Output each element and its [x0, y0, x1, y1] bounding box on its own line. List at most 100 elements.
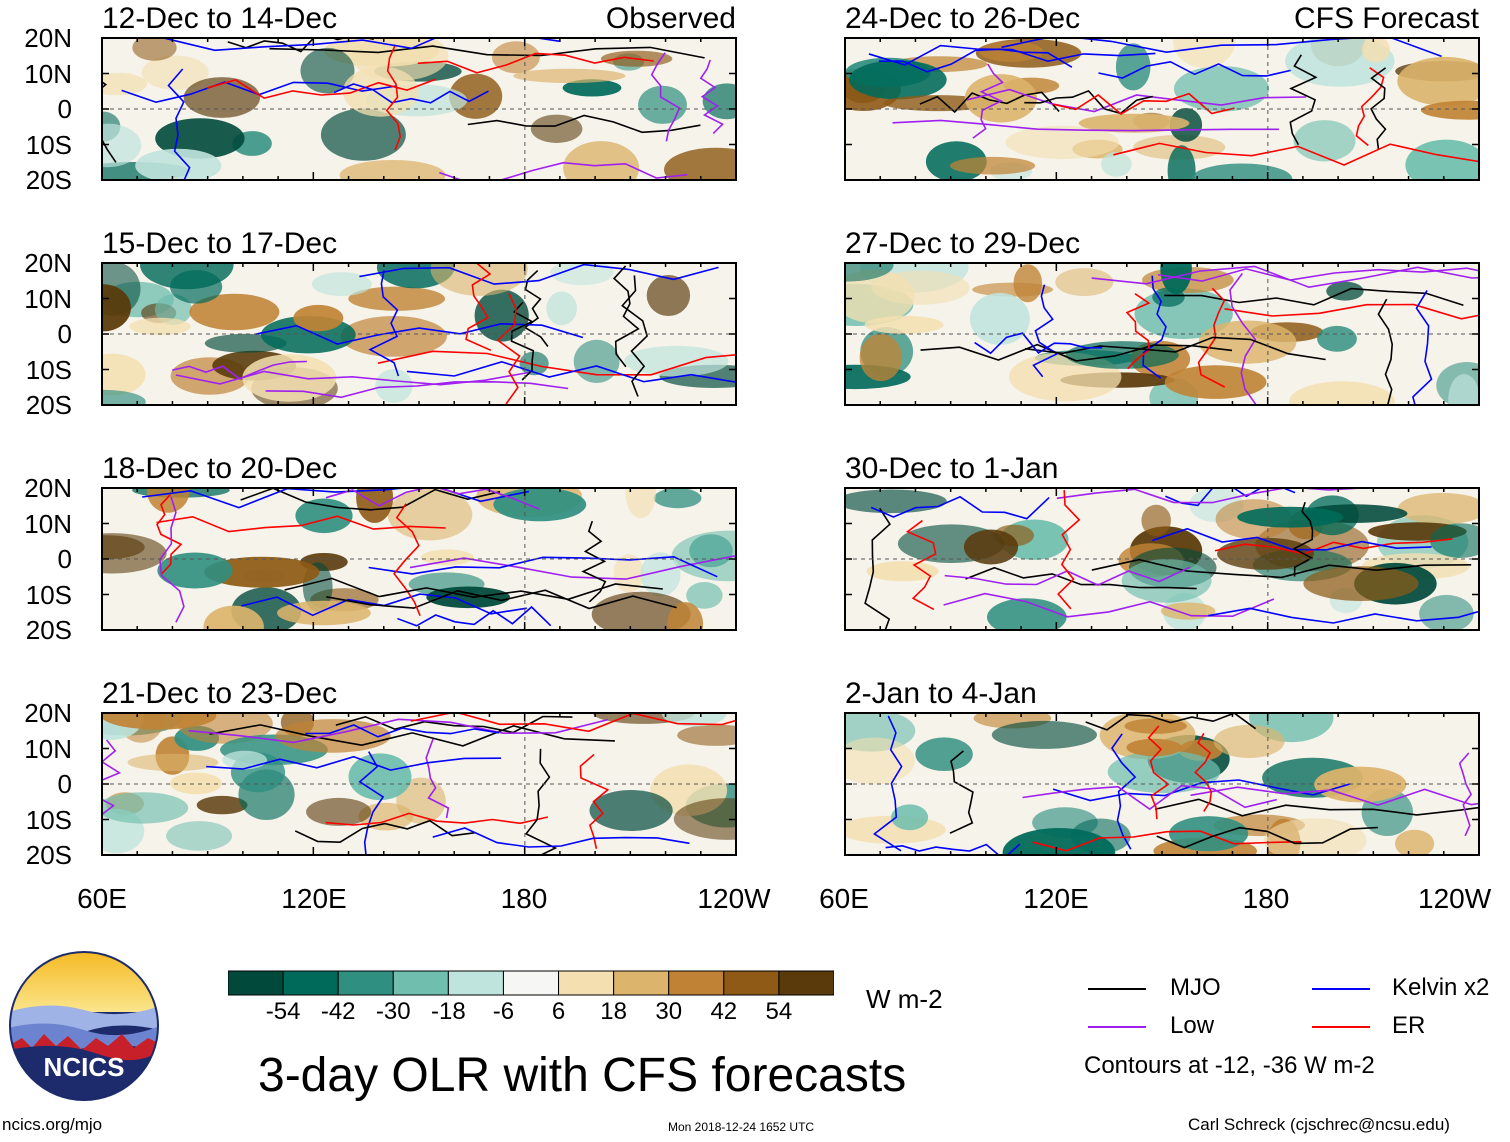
olr-anomaly-region	[1420, 100, 1479, 120]
contour-line	[409, 555, 736, 580]
olr-anomaly-region	[170, 270, 223, 304]
olr-anomaly-region	[102, 533, 167, 574]
contour-line	[255, 322, 584, 345]
contour-line	[359, 263, 719, 285]
olr-anomaly-region	[127, 753, 219, 772]
colorbar-tick-label: -42	[320, 998, 356, 1025]
contour-line	[1190, 786, 1479, 806]
olr-anomaly-region	[1002, 828, 1116, 855]
olr-anomaly-region	[1141, 504, 1171, 537]
olr-anomaly-region	[987, 598, 1067, 630]
contour-line	[873, 715, 903, 852]
olr-anomaly-region	[1419, 594, 1474, 630]
ncics-logo[interactable]: NCICS	[8, 950, 160, 1102]
olr-anomaly-region	[102, 792, 189, 824]
olr-anomaly-region	[492, 41, 540, 74]
colorbar-tick-label: 54	[765, 998, 793, 1025]
contour-line	[1152, 527, 1432, 551]
column-header: CFS Forecast	[1293, 2, 1479, 35]
olr-anomaly-region	[613, 554, 644, 593]
contour-line	[265, 380, 569, 399]
legend-label-low: Low	[1170, 1012, 1215, 1039]
olr-anomaly-region	[387, 488, 473, 541]
contour-line	[467, 114, 701, 134]
olr-anomaly-region	[1237, 506, 1344, 528]
lat-tick-label: 10S	[25, 354, 72, 385]
column-header: Observed	[605, 2, 736, 35]
colorbar-swatch	[723, 970, 780, 996]
olr-anomaly-region	[513, 68, 626, 83]
olr-anomaly-region	[339, 160, 446, 180]
olr-anomaly-region	[1160, 263, 1192, 295]
contour-line	[1229, 272, 1258, 405]
lat-tick-label: 10S	[25, 129, 72, 160]
lat-tick-label: 20N	[24, 473, 72, 503]
contour-line	[1125, 293, 1151, 370]
olr-anomaly-region	[638, 85, 687, 124]
olr-anomaly-region	[1213, 724, 1285, 758]
colorbar-tick-label: 42	[710, 998, 738, 1025]
contour-line	[1022, 784, 1277, 811]
olr-anomaly-region	[1107, 750, 1221, 794]
colorbar-swatch	[228, 970, 284, 996]
colorbar-swatches	[228, 970, 834, 996]
contour-line	[1057, 490, 1081, 610]
colorbar-tick-label: -54	[265, 998, 301, 1025]
olr-anomaly-region	[132, 38, 177, 61]
panel-title: 12-Dec to 14-Dec	[102, 2, 338, 35]
olr-anomaly-region	[1430, 523, 1479, 558]
contour-line	[206, 755, 502, 771]
panel-title: 21-Dec to 23-Dec	[102, 677, 338, 710]
olr-anomaly-region	[1126, 738, 1182, 757]
lon-tick-120e-right: 120E	[1023, 883, 1089, 914]
panel-title: 18-Dec to 20-Dec	[102, 452, 338, 485]
olr-anomaly-region	[1055, 268, 1114, 297]
map-panel	[844, 487, 1480, 631]
lon-tick-180-left: 180	[500, 883, 548, 914]
map-panel	[844, 262, 1480, 406]
contour-line	[294, 819, 475, 844]
olr-anomaly-region	[311, 272, 372, 297]
olr-anomaly-region	[653, 488, 702, 509]
contour-line	[1142, 275, 1167, 379]
contour-line	[510, 301, 535, 381]
olr-anomaly-region	[1317, 325, 1357, 352]
olr-anomaly-region	[295, 498, 353, 534]
contour-line	[1412, 290, 1433, 405]
olr-anomaly-region	[979, 41, 1043, 62]
contour-line	[1147, 725, 1170, 820]
lat-tick-label: 10S	[25, 579, 72, 610]
colorbar-swatch	[337, 970, 394, 996]
olr-anomaly-region	[157, 552, 233, 589]
olr-anomaly-region	[1078, 113, 1190, 133]
contour-line	[1224, 303, 1479, 320]
panel-title: 27-Dec to 29-Dec	[845, 227, 1081, 260]
contour-line	[325, 812, 549, 826]
lon-tick-120w-right: 120W	[1418, 883, 1492, 914]
olr-anomaly-region	[859, 334, 902, 381]
olr-anomaly-region	[293, 304, 344, 332]
olr-anomaly-region	[625, 488, 656, 519]
olr-anomaly-region	[866, 561, 939, 582]
footer-url[interactable]: ncics.org/mjo	[2, 1115, 103, 1134]
contour-line	[206, 78, 436, 100]
lat-tick-label: 0	[57, 544, 72, 574]
olr-anomaly-region	[972, 282, 1053, 297]
map-panel	[101, 712, 737, 856]
contour-line	[227, 38, 374, 53]
contour-line	[1154, 798, 1479, 817]
olr-anomaly-region	[1361, 38, 1390, 63]
olr-anomaly-region	[991, 720, 1097, 749]
olr-anomaly-region	[146, 488, 190, 513]
olr-anomaly-region	[1263, 818, 1367, 855]
olr-anomaly-region	[340, 316, 447, 357]
footer-timestamp: Mon 2018-12-24 1652 UTC	[668, 1120, 815, 1134]
contour-line	[240, 488, 501, 511]
contour-line	[325, 488, 540, 510]
olr-anomaly-region	[320, 108, 406, 161]
contour-line	[142, 488, 530, 509]
contour-line	[524, 748, 558, 855]
map-panel	[101, 487, 737, 631]
colorbar-swatch	[502, 970, 560, 996]
lon-tick-120w-left: 120W	[697, 883, 771, 914]
